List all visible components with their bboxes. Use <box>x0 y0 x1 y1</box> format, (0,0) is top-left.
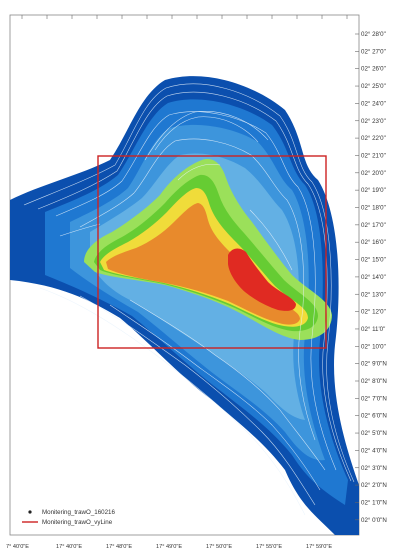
latitude-label: 02° 16'0" <box>361 239 386 246</box>
latitude-label: 02° 13'0" <box>361 291 386 298</box>
survey-area-box <box>97 155 327 349</box>
legend: Monitering_trawO_160216 Monitering_trawO… <box>20 504 160 530</box>
latitude-label: 02° 17'0" <box>361 222 386 229</box>
latitude-label: 02° 10'0" <box>361 343 386 350</box>
latitude-label: 02° 19'0" <box>361 187 386 194</box>
longitude-label: 7° 40'0"E <box>6 544 29 550</box>
latitude-label: 02° 7'0"N <box>361 395 387 402</box>
longitude-label: 17° 59'0"E <box>306 544 332 550</box>
latitude-label: 02° 24'0" <box>361 100 386 107</box>
habitat-zone-red <box>228 248 296 311</box>
latitude-label: 02° 8'0"N <box>361 378 387 385</box>
latitude-label: 02° 26'0" <box>361 66 386 73</box>
latitude-label: 02° 12'0" <box>361 309 386 316</box>
longitude-label: 17° 55'0"E <box>256 544 282 550</box>
legend-point-symbol <box>28 510 32 514</box>
longitude-label: 17° 48'0"E <box>106 544 132 550</box>
map-content <box>10 76 359 535</box>
bathymetric-contour-lines <box>23 83 355 516</box>
legend-point-label: Monitering_trawO_160216 <box>42 509 115 516</box>
latitude-label: 02° 3'0"N <box>361 465 387 472</box>
latitude-label: 02° 9'0"N <box>361 361 387 368</box>
latitude-label: 02° 25'0" <box>361 83 386 90</box>
longitude-labels: 7° 40'0"E 17° 40'0"E 17° 48'0"E 17° 49'0"E 1… <box>6 544 332 550</box>
latitude-label: 02° 15'0" <box>361 257 386 264</box>
latitude-tick-marks <box>355 33 359 521</box>
latitude-label: 02° 5'0"N <box>361 430 387 437</box>
latitude-label: 02° 1'0"N <box>361 499 387 506</box>
longitude-label: 17° 40'0"E <box>56 544 82 550</box>
latitude-label: 02° 18'0" <box>361 205 386 212</box>
latitude-label: 02° 0'0"N <box>361 517 387 524</box>
longitude-label: 17° 49'0"E <box>156 544 182 550</box>
latitude-label: 02° 28'0" <box>361 31 386 38</box>
longitude-label: 17° 50'0"E <box>206 544 232 550</box>
latitude-label: 02° 6'0"N <box>361 413 387 420</box>
legend-background <box>20 504 160 530</box>
legend-line-label: Monitering_trawO_vyLine <box>42 519 113 526</box>
latitude-label: 02° 21'0" <box>361 152 386 159</box>
latitude-label: 02° 23'0" <box>361 118 386 125</box>
latitude-labels: 02° 28'0" 02° 27'0" 02° 26'0" 02° 25'0" 02° … <box>361 31 387 524</box>
latitude-label: 02° 20'0" <box>361 170 386 177</box>
latitude-label: 02° 4'0"N <box>361 447 387 454</box>
latitude-label: 02° 22'0" <box>361 135 386 142</box>
top-tick-marks <box>21 15 348 19</box>
latitude-label: 02° 27'0" <box>361 48 386 55</box>
latitude-label: 02° 2'0"N <box>361 482 387 489</box>
latitude-label: 02° 14'0" <box>361 274 386 281</box>
latitude-label: 02° 11'0" <box>361 326 385 333</box>
